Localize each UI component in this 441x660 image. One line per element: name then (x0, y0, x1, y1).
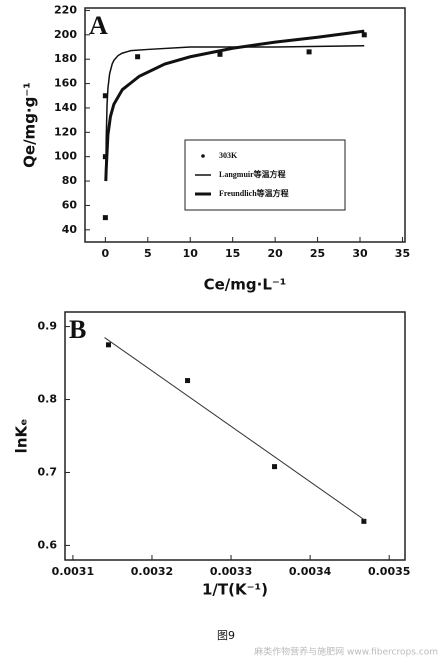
legend-label: 303K (219, 151, 238, 160)
x-tick-label: 15 (225, 247, 240, 260)
x-tick-label: 0.0034 (289, 565, 332, 578)
legend-frame (184, 139, 346, 211)
y-tick-label: 40 (62, 223, 78, 236)
data-point (105, 342, 111, 348)
data-point (217, 51, 223, 57)
y-tick-label: 100 (54, 150, 77, 163)
legend-label: Langmuir等温方程 (219, 169, 286, 179)
caption: 图9 (217, 629, 235, 642)
x-tick-label: 10 (183, 247, 199, 260)
y-tick-label: 60 (62, 198, 78, 211)
legend-marker (201, 154, 205, 158)
panel-label: B (69, 315, 86, 344)
y-tick-label: 80 (62, 174, 78, 187)
y-tick-label: 220 (54, 3, 77, 16)
x-axis-label: 1/T(K⁻¹) (202, 581, 268, 599)
x-tick-label: 35 (395, 247, 410, 260)
plot-frame (64, 311, 406, 561)
data-point (135, 54, 141, 60)
y-axis-label: lnKₑ (13, 419, 31, 454)
panel-label: A (89, 11, 108, 40)
watermark: 麻类作物营养与施肥网 www.fibercrops.com (254, 646, 438, 658)
data-point (102, 215, 108, 221)
y-tick-label: 200 (54, 28, 77, 41)
data-point (272, 464, 278, 470)
y-tick-label: 180 (54, 52, 77, 65)
fit-line (104, 29, 365, 182)
y-tick-label: 160 (54, 77, 77, 90)
y-tick-label: 0.8 (38, 393, 58, 406)
y-tick-label: 120 (54, 125, 77, 138)
x-tick-label: 20 (267, 247, 283, 260)
y-tick-label: 0.9 (38, 320, 58, 333)
y-tick-label: 140 (54, 101, 77, 114)
data-point (102, 93, 108, 99)
plot-frame (84, 7, 406, 243)
x-tick-label: 25 (310, 247, 325, 260)
fit-line (104, 337, 366, 522)
legend-label: Freundlich等温方程 (219, 188, 289, 198)
x-tick-label: 0.0035 (368, 565, 410, 578)
data-point (306, 49, 312, 55)
data-point (185, 378, 191, 384)
x-tick-label: 0.0033 (210, 565, 252, 578)
data-point (361, 32, 367, 38)
data-point (361, 518, 367, 524)
x-tick-label: 0.0031 (52, 565, 94, 578)
y-axis-label: Qe/mg·g⁻¹ (21, 82, 39, 168)
y-tick-label: 0.7 (38, 465, 58, 478)
fit-line (105, 45, 365, 179)
x-tick-label: 30 (352, 247, 368, 260)
x-tick-label: 0 (102, 247, 110, 260)
x-tick-label: 5 (144, 247, 152, 260)
x-axis-label: Ce/mg·L⁻¹ (204, 276, 287, 294)
x-tick-label: 0.0032 (131, 565, 173, 578)
y-tick-label: 0.6 (38, 538, 58, 551)
